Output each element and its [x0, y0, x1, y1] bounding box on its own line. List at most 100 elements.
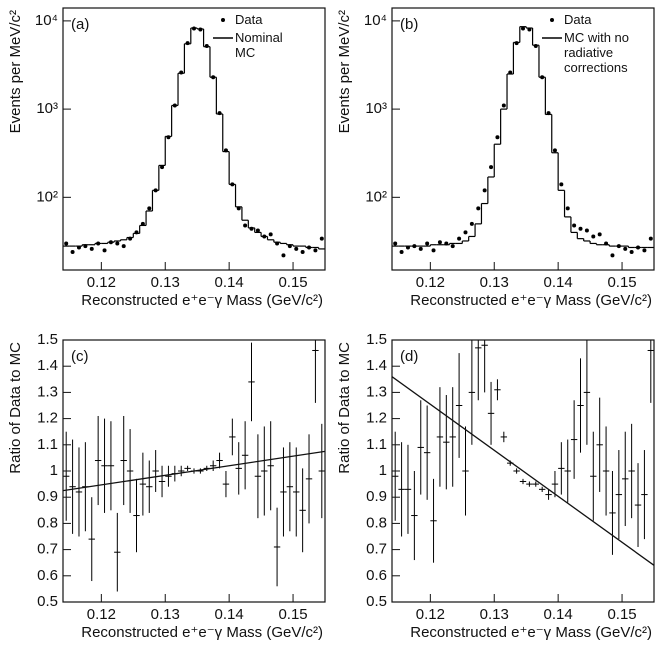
panel-label: (b)	[400, 16, 418, 33]
data-point	[501, 103, 506, 108]
mc-step-connector	[81, 28, 320, 249]
data-point	[552, 148, 557, 153]
data-point	[508, 70, 513, 75]
data-point	[89, 246, 94, 251]
panel-label: (a)	[71, 16, 89, 33]
y-tick-label: 1.4	[366, 357, 387, 374]
data-point	[172, 103, 177, 108]
x-tick-label: 0.14	[544, 274, 573, 291]
panel: 0.12 0.13 0.14 0.15 0.5 0.6 0.7 0.8 0.9 1 1.1 1.2 1.…	[7, 331, 326, 641]
data-point	[179, 70, 184, 75]
data-point	[431, 248, 436, 253]
plot-area	[63, 340, 325, 592]
data-point	[616, 244, 621, 249]
data-point	[623, 246, 628, 251]
y-tick-label: 0.6	[37, 567, 58, 584]
y-tick-label: 1.3	[37, 383, 58, 400]
data-point	[294, 246, 299, 251]
y-tick-label: 10²	[36, 188, 58, 205]
data-point	[108, 240, 113, 245]
data-point	[572, 223, 577, 228]
y-tick-label: 10²	[365, 188, 387, 205]
x-tick-label: 0.12	[87, 606, 116, 623]
plot-area	[63, 26, 325, 258]
panel-label: (c)	[71, 348, 89, 365]
data-point	[300, 249, 305, 254]
data-point	[457, 236, 462, 241]
data-point	[319, 236, 324, 241]
y-tick-label: 1.5	[37, 331, 58, 348]
data-point	[425, 241, 430, 246]
y-tick-label: 10⁴	[364, 12, 387, 29]
x-tick-label: 0.13	[151, 274, 180, 291]
data-point	[450, 244, 455, 249]
y-tick-label: 10⁴	[35, 12, 58, 29]
data-point	[275, 241, 280, 246]
y-tick-label: 0.5	[37, 593, 58, 610]
panel: 0.12 0.13 0.14 0.15 10² 10³ 10⁴ Reconstructed e…	[7, 7, 326, 309]
data-point	[412, 244, 417, 249]
data-point	[437, 240, 442, 245]
data-point	[636, 245, 641, 250]
data-point	[153, 188, 158, 193]
legend-text-box: Data	[235, 12, 263, 27]
data-point	[418, 246, 423, 251]
data-point	[559, 182, 564, 187]
y-tick-label: 1.3	[366, 383, 387, 400]
x-tick-label: 0.14	[215, 274, 244, 291]
x-axis-label: Reconstructed e⁺e⁻γ Mass (GeV/c²)	[410, 292, 652, 309]
y-axis-label: Events per MeV/c²	[336, 10, 353, 133]
data-point	[121, 244, 126, 249]
y-tick-label: 0.6	[366, 567, 387, 584]
fit-line	[392, 376, 654, 566]
legend-text-box: Nominal MC	[235, 30, 283, 60]
frame	[62, 7, 326, 271]
data-point	[249, 226, 254, 231]
legend-label: Data	[235, 12, 263, 27]
data-point	[514, 41, 519, 46]
data-point	[223, 148, 228, 153]
y-axis-label: Events per MeV/c²	[7, 10, 24, 133]
y-tick-label: 1.2	[366, 410, 387, 427]
y-tick-label: 0.5	[366, 593, 387, 610]
x-tick-label: 0.14	[544, 606, 573, 623]
fit-line	[63, 450, 325, 492]
data-point	[521, 26, 525, 31]
data-point	[597, 232, 602, 237]
x-tick-label: 0.12	[87, 274, 116, 291]
data-point	[444, 241, 449, 246]
data-point	[76, 245, 81, 250]
data-point	[584, 228, 589, 233]
y-tick-label: 0.9	[366, 488, 387, 505]
data-point	[134, 230, 139, 235]
y-tick-label: 10³	[365, 100, 387, 117]
data-point	[64, 241, 69, 246]
data-point	[578, 226, 583, 231]
y-tick-label: 0.8	[366, 514, 387, 531]
y-tick-label: 0.7	[37, 541, 58, 558]
panel: 0.12 0.13 0.14 0.15 0.5 0.6 0.7 0.8 0.9 1 1.1 1.2 1.…	[336, 331, 655, 641]
data-point	[102, 248, 107, 253]
data-point	[115, 241, 120, 246]
legend-label: Data	[564, 12, 592, 27]
y-tick-label: 0.7	[366, 541, 387, 558]
data-point	[405, 245, 410, 250]
data-point	[166, 135, 171, 140]
data-point	[255, 228, 260, 233]
panel: 0.12 0.13 0.14 0.15 10² 10³ 10⁴ Reconstructed e…	[336, 7, 655, 309]
panel-label: (d)	[400, 348, 418, 365]
x-tick-label: 0.15	[607, 606, 636, 623]
data-point	[533, 43, 538, 48]
legend-marker	[550, 18, 554, 22]
data-point	[128, 236, 133, 241]
plot-area	[392, 340, 654, 566]
x-tick-label: 0.14	[215, 606, 244, 623]
data-point	[546, 111, 551, 116]
data-point	[476, 206, 481, 211]
data-point	[591, 234, 596, 239]
y-tick-label: 1.5	[366, 331, 387, 348]
data-point	[236, 206, 241, 211]
data-point	[140, 221, 145, 226]
data-point	[604, 241, 609, 246]
